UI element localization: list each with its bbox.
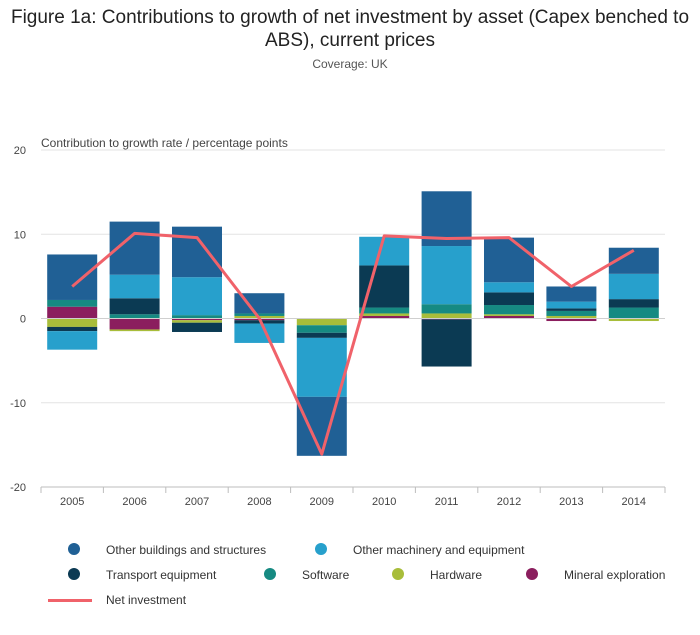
bar-segment <box>546 301 597 309</box>
bar-segment <box>608 307 659 319</box>
bar-segment <box>234 323 285 343</box>
bar-segment <box>172 322 222 332</box>
y-tick-label: -10 <box>10 398 26 410</box>
bar-segment <box>47 318 98 327</box>
bar-segment <box>109 314 160 319</box>
bar-segment <box>608 318 659 322</box>
bar-segment <box>296 318 347 326</box>
bar-segment <box>234 313 285 316</box>
chart-subtitle: Coverage: UK <box>312 57 388 71</box>
bar-segment <box>172 277 222 316</box>
bar-segment <box>172 320 222 323</box>
bar-segment <box>359 313 410 316</box>
bar-segment <box>109 318 160 330</box>
bar-segment <box>484 237 534 283</box>
bar-segment <box>47 254 98 300</box>
bar-segment <box>608 273 659 300</box>
bar-segment <box>109 298 160 315</box>
bar-segment <box>546 315 597 319</box>
bar-segment <box>47 299 98 307</box>
bar-segment <box>421 304 472 314</box>
x-tick-label: 2014 <box>622 496 646 508</box>
x-tick-label: 2009 <box>310 496 334 508</box>
bar-segment <box>109 274 160 299</box>
bar-segment <box>546 310 597 316</box>
bar-segment <box>484 282 534 293</box>
x-tick-label: 2005 <box>60 496 84 508</box>
y-tick-label: 0 <box>20 314 26 326</box>
bar-segment <box>47 306 98 319</box>
x-tick-label: 2012 <box>497 496 521 508</box>
bar-segment <box>421 319 472 367</box>
x-tick-label: 2008 <box>247 496 271 508</box>
x-tick-label: 2010 <box>372 496 396 508</box>
bar-segment <box>296 337 347 397</box>
bar-segment <box>484 314 534 316</box>
bar-segment <box>359 236 410 266</box>
bar-segment <box>359 265 410 308</box>
bar-segment <box>546 318 597 322</box>
bar-segment <box>296 325 347 333</box>
bar-segment <box>359 307 410 314</box>
bar-segment <box>296 332 347 338</box>
bar-segment <box>296 396 347 456</box>
bar-segment <box>421 313 472 319</box>
bar-segment <box>47 326 98 332</box>
bar-segment <box>484 305 534 315</box>
bar-segment <box>484 292 534 306</box>
bar-segment <box>608 299 659 308</box>
bar-segment <box>234 293 285 314</box>
net-investment-line <box>71 231 635 456</box>
bar-segment <box>546 286 597 302</box>
x-tick-label: 2011 <box>435 496 459 508</box>
bar-segment <box>359 315 410 319</box>
y-tick-label: -20 <box>10 482 26 494</box>
bar-segment <box>109 329 160 332</box>
bar-segment <box>47 331 98 350</box>
y-tick-label: 20 <box>14 145 26 157</box>
x-tick-label: 2013 <box>559 496 583 508</box>
x-tick-label: 2006 <box>122 496 146 508</box>
bar-segment <box>484 315 534 319</box>
x-tick-label: 2007 <box>185 496 209 508</box>
bar-segment <box>172 315 222 319</box>
y-tick-label: 10 <box>14 229 26 241</box>
bar-segment <box>172 318 222 321</box>
chart-title: Figure 1a: Contributions to growth of ne… <box>10 7 690 51</box>
bar-segment <box>172 226 222 278</box>
bar-segment <box>421 246 472 305</box>
bar-segment <box>546 308 597 311</box>
y-axis-label: Contribution to growth rate / percentage… <box>41 136 288 150</box>
